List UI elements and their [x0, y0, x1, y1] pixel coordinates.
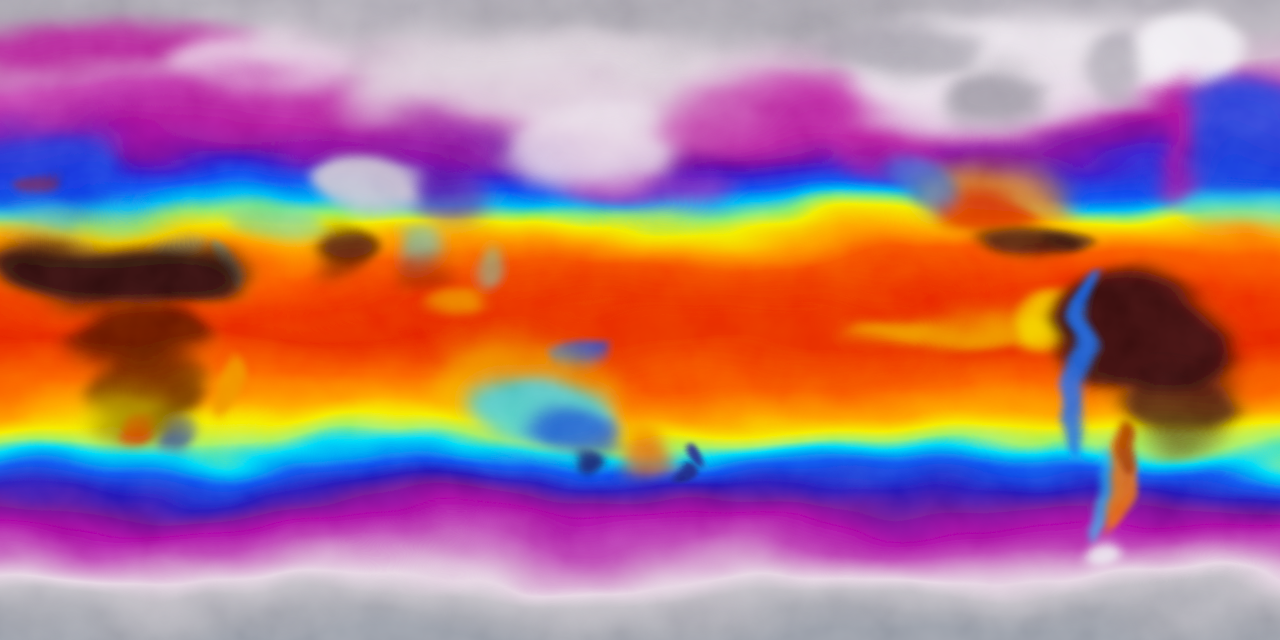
- temperature-map-svg: [0, 0, 1280, 640]
- noise-texture-overlay: [0, 0, 1280, 640]
- global-temperature-map: [0, 0, 1280, 640]
